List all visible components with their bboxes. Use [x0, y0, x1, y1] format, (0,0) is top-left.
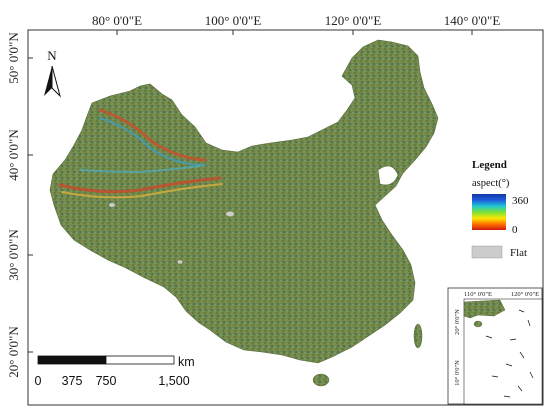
scale-label-750: 750	[96, 374, 117, 388]
lon-label-100: 100° 0'0"E	[205, 13, 262, 28]
inset-mainland	[463, 299, 506, 319]
inset-hainan	[473, 320, 483, 328]
inset-lon-label-110: 110° 0'0"E	[464, 291, 492, 298]
graticule-ticks	[28, 30, 473, 353]
legend-title: Legend	[472, 159, 507, 171]
inset-lat-label-10: 10° 0'0"N	[454, 360, 461, 386]
legend: Legend aspect(°) 360 0 Flat	[471, 159, 529, 259]
inset-island-markers	[485, 309, 534, 398]
scale-label-375: 375	[62, 374, 83, 388]
legend-flat-label: Flat	[510, 247, 527, 259]
legend-max-label: 360	[512, 195, 529, 207]
lon-label-120: 120° 0'0"E	[325, 13, 382, 28]
mountain-ridges	[58, 108, 223, 199]
scale-bar: km 0 375 750 1,500	[35, 355, 195, 388]
flat-areas	[109, 203, 234, 264]
hainan-island	[312, 373, 330, 387]
scale-unit: km	[178, 355, 195, 369]
scale-label-0: 0	[35, 374, 42, 388]
lat-label-50: 50° 0'0"N	[6, 32, 21, 84]
north-arrow-icon: N	[44, 48, 61, 98]
lat-label-40: 40° 0'0"N	[6, 129, 21, 181]
legend-min-label: 0	[512, 224, 518, 236]
lat-label-20: 20° 0'0"N	[6, 326, 21, 378]
lat-label-30: 30° 0'0"N	[6, 229, 21, 281]
lon-label-140: 140° 0'0"E	[444, 13, 501, 28]
aspect-color-ramp	[472, 194, 506, 230]
inset-map: 110° 0'0"E 120° 0'0"E 20° 0'0"N 10° 0'0"…	[447, 287, 543, 405]
north-label: N	[47, 48, 57, 63]
bohai-sea	[377, 165, 399, 186]
china-landmass	[49, 39, 439, 364]
inset-inner-frame	[463, 298, 543, 405]
inset-lat-label-20: 20° 0'0"N	[454, 309, 461, 335]
legend-aspect-label: aspect(°)	[472, 178, 510, 189]
scale-label-1500: 1,500	[158, 374, 189, 388]
flat-swatch	[471, 245, 503, 259]
taiwan-island	[413, 323, 423, 349]
lon-label-80: 80° 0'0"E	[92, 13, 142, 28]
inset-lon-label-120: 120° 0'0"E	[511, 291, 539, 298]
